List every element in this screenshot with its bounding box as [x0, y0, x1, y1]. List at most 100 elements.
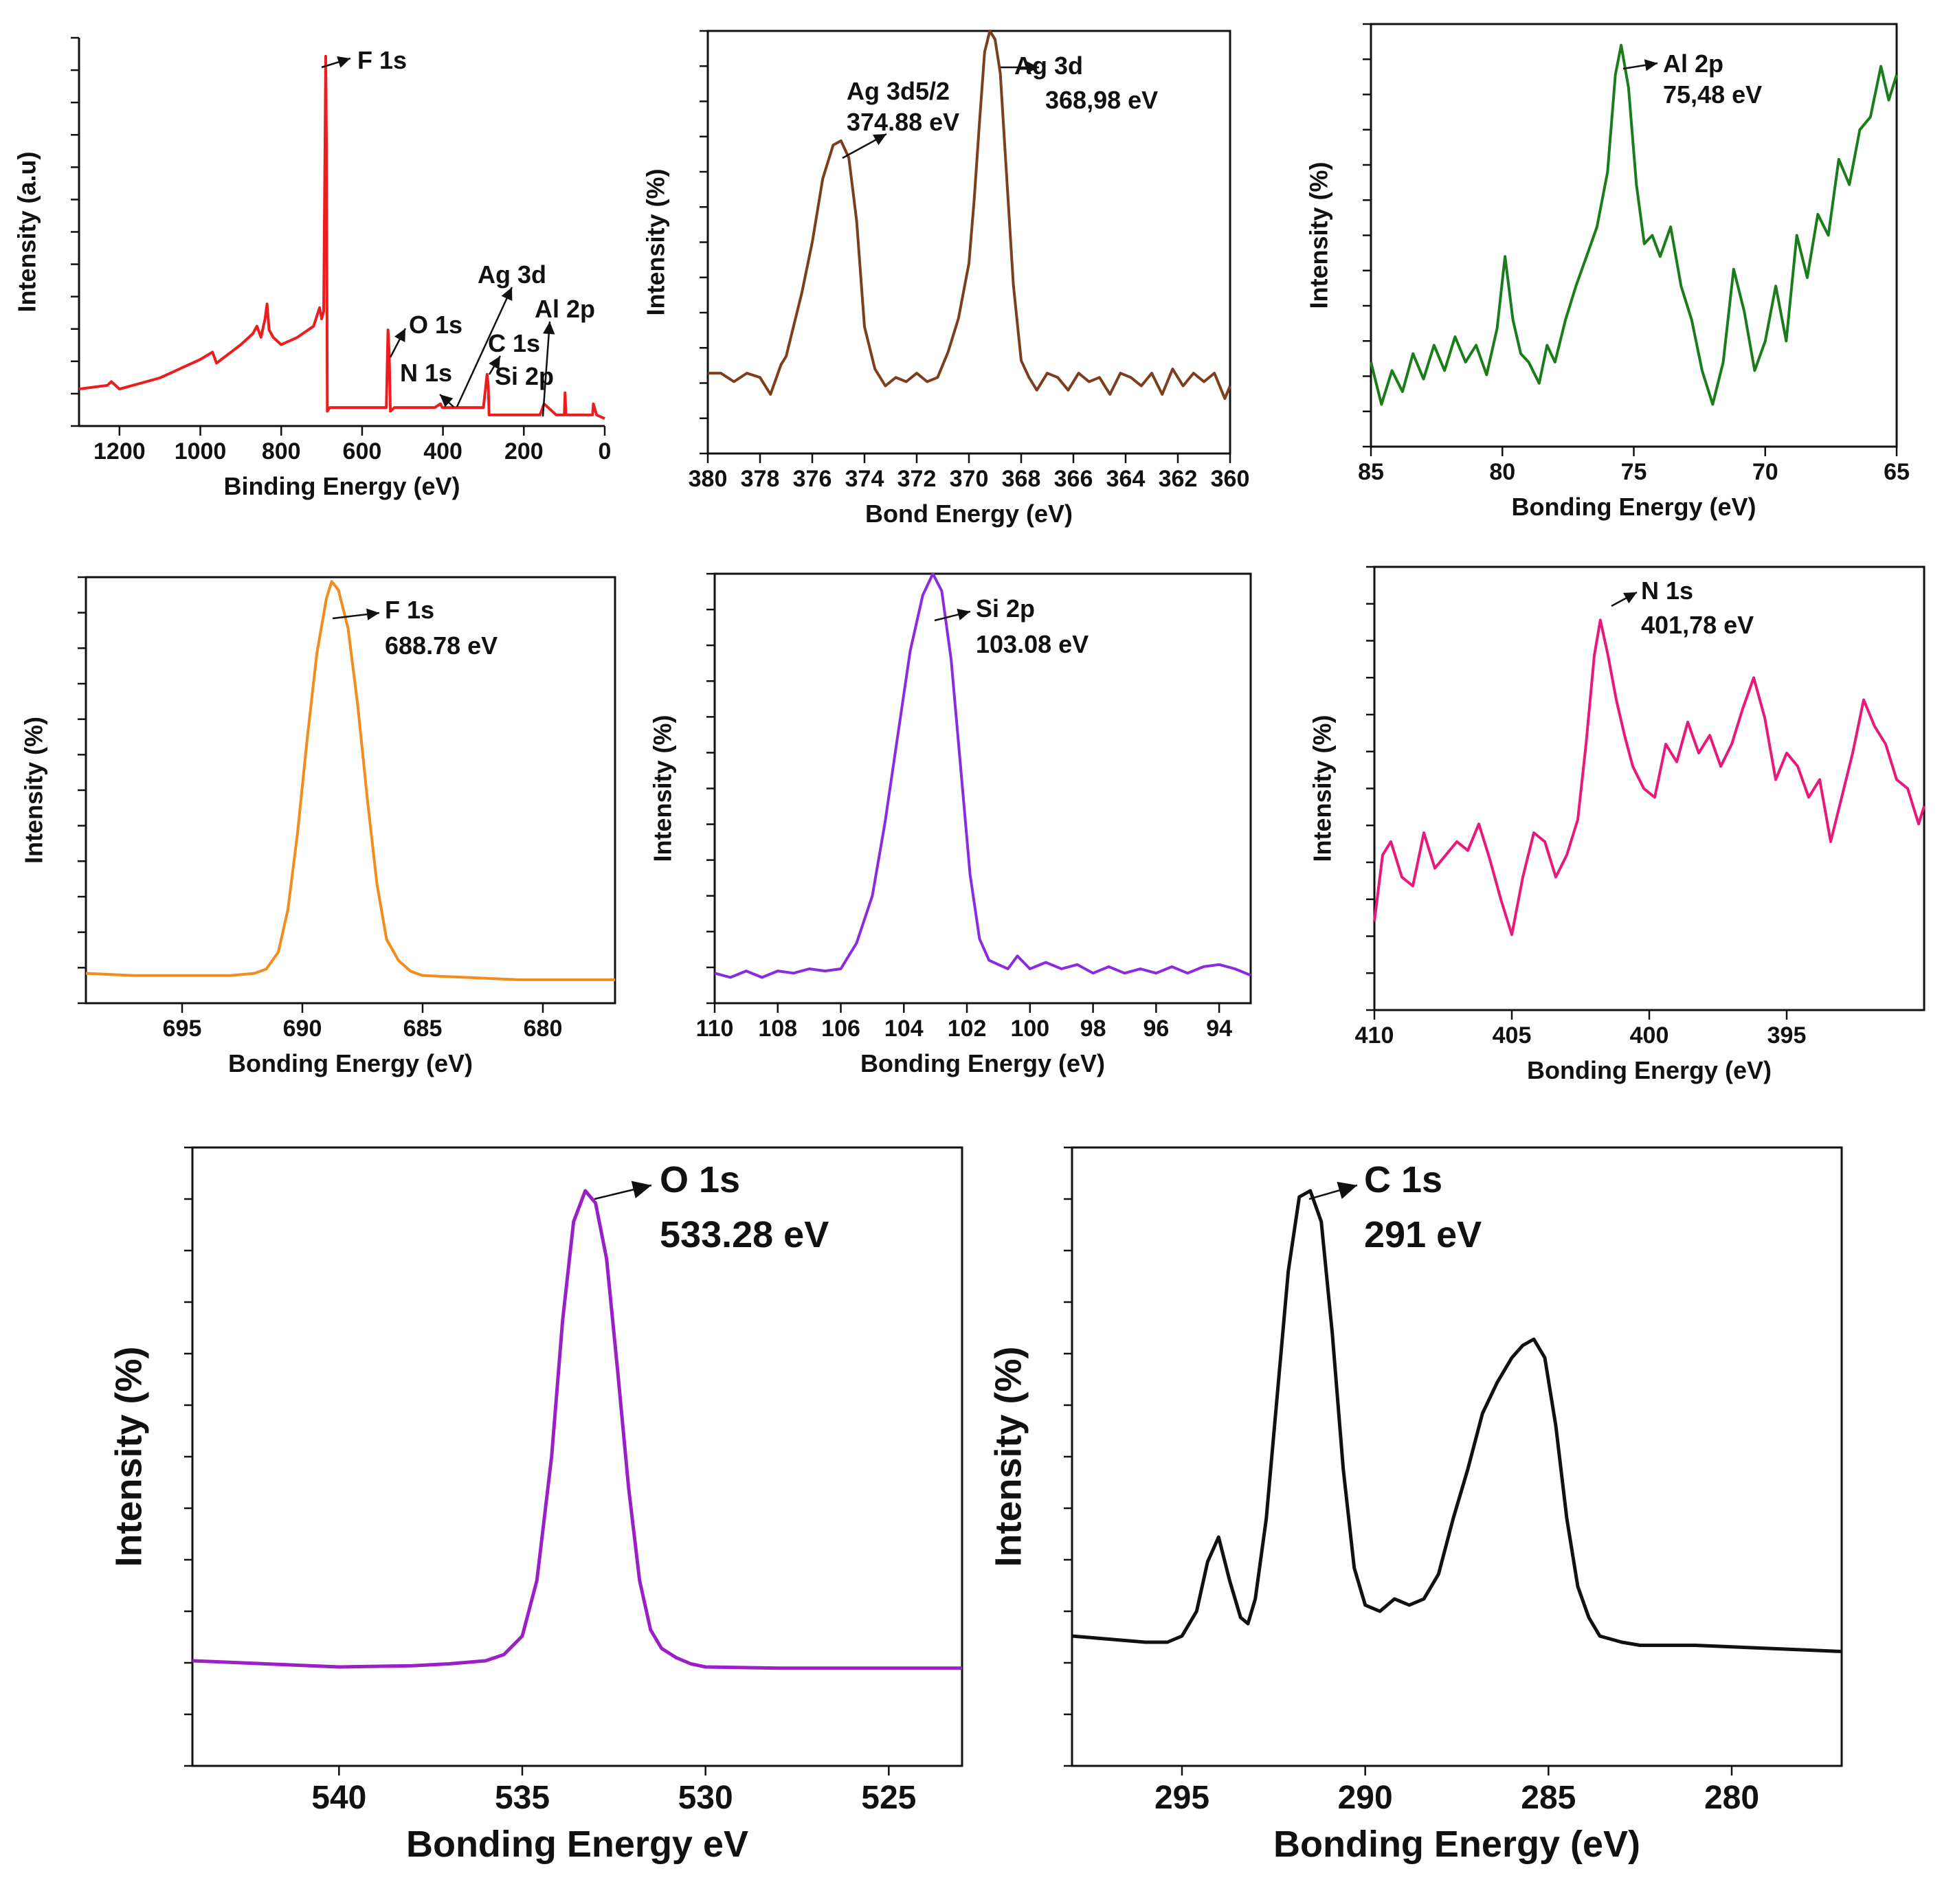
chart-ag3d: 380 378 376 374 372 370 368 366 364 362 360 Bond En… [641, 30, 1250, 528]
x-tick-label: 106 [821, 1016, 860, 1042]
x-tick-label: 800 [262, 438, 301, 464]
x-tick-label: 376 [793, 466, 832, 492]
annotation-arrow [542, 321, 551, 417]
x-tick-label: 100 [1010, 1016, 1049, 1042]
y-axis-label: Intensity (%) [1304, 161, 1332, 309]
peak-value-label: 75,48 eV [1663, 80, 1762, 109]
annotation-arrowhead [1623, 592, 1637, 604]
x-tick-label: 374 [845, 466, 884, 492]
x-tick-label: 685 [403, 1016, 443, 1042]
x-tick-label: 1200 [93, 438, 146, 464]
x-tick-label: 690 [283, 1016, 322, 1042]
x-tick-label: 360 [1211, 466, 1250, 492]
spectrum-series-line [1373, 618, 1926, 937]
x-tick-label: 96 [1143, 1016, 1169, 1042]
peak-label: O 1s [409, 311, 462, 339]
annotation-arrowhead [366, 608, 379, 620]
chart-f1s: 695 690 685 680 Bonding Energy (eV) Intensity… [19, 576, 616, 1077]
x-tick-label: 285 [1521, 1780, 1576, 1816]
chart-o1s: 540 535 530 525 Bonding Energy eV Intensity (… [109, 1146, 963, 1865]
x-tick-label: 102 [948, 1016, 987, 1042]
peak-label: C 1s [488, 329, 540, 357]
x-axis-label: Bonding Energy (eV) [1511, 493, 1756, 521]
x-tick-label: 108 [758, 1016, 797, 1042]
chart-c1s: 295 290 285 280 Bonding Energy (eV) Intensity… [988, 1146, 1843, 1865]
peak-label: C 1s [1364, 1159, 1442, 1200]
x-tick-label: 695 [163, 1016, 202, 1042]
peak-value-label: 291 eV [1364, 1214, 1482, 1255]
annotation-arrowhead [957, 608, 970, 620]
x-tick-label: 85 [1358, 459, 1384, 485]
annotation-arrowhead [631, 1180, 651, 1199]
x-tick-label: 295 [1154, 1780, 1209, 1816]
x-tick-label: 368 [1002, 466, 1041, 492]
spectrum-series-line [1370, 43, 1898, 406]
x-tick-label: 110 [696, 1016, 734, 1042]
peak-value-label: 374.88 eV [847, 108, 959, 136]
x-tick-label: 395 [1767, 1022, 1807, 1049]
chart-si2p: 110 108 106 104 102 100 98 96 94 Bonding Energy (… [648, 572, 1252, 1077]
x-tick-label: 366 [1054, 466, 1093, 492]
y-axis-label: Intensity (%) [988, 1346, 1029, 1567]
x-tick-label: 370 [950, 466, 989, 492]
peak-label: N 1s [1641, 576, 1693, 605]
x-tick-label: 378 [741, 466, 780, 492]
x-tick-label: 410 [1355, 1022, 1394, 1049]
x-tick-label: 200 [504, 438, 544, 464]
peak-value-label: 368,98 eV [1045, 86, 1158, 114]
x-tick-label: 680 [524, 1016, 563, 1042]
x-axis-label: Bond Energy (eV) [865, 500, 1073, 528]
annotation-arrowhead [489, 356, 500, 370]
y-axis-label: Intensity (%) [641, 168, 669, 315]
annotation-arrowhead [1644, 59, 1658, 71]
chart-survey: 1200 1000 800 600 400 200 0 Binding Energy (eV)… [12, 36, 611, 500]
x-axis-label: Bonding Energy (eV) [1527, 1056, 1772, 1084]
x-tick-label: 65 [1884, 459, 1910, 485]
x-tick-label: 290 [1338, 1780, 1393, 1816]
spectrum-series-line [708, 30, 1231, 400]
peak-label: F 1s [385, 596, 434, 624]
peak-value-label: 401,78 eV [1641, 611, 1754, 639]
spectrum-series-line [85, 580, 615, 981]
x-axis-label: Binding Energy (eV) [223, 472, 460, 500]
annotation-arrowhead [337, 56, 350, 68]
x-axis-label: Bonding Energy eV [406, 1824, 748, 1865]
x-tick-label: 98 [1080, 1016, 1106, 1042]
x-axis-label: Bonding Energy (eV) [1273, 1824, 1640, 1865]
peak-value-label: 533.28 eV [660, 1214, 829, 1255]
peak-label: Al 2p [1663, 49, 1723, 78]
y-axis-label: Intensity (%) [1308, 715, 1336, 862]
peak-label: Si 2p [495, 362, 554, 390]
plot-frame [1370, 23, 1898, 448]
x-tick-label: 75 [1621, 459, 1647, 485]
chart-al2p: 85 80 75 70 65 Bonding Energy (eV) Intensity (… [1304, 23, 1910, 521]
annotation-arrowhead [440, 394, 454, 407]
spectrum-series-line [1071, 1189, 1842, 1653]
x-tick-label: 530 [678, 1780, 733, 1816]
annotation-arrowhead [394, 328, 405, 342]
annotation-arrowhead [1337, 1181, 1357, 1199]
y-axis-label: Intensity (%) [19, 717, 47, 864]
peak-label: Ag 3d [478, 260, 546, 289]
x-tick-label: 400 [423, 438, 462, 464]
peak-label: O 1s [660, 1159, 740, 1200]
x-tick-label: 104 [884, 1016, 924, 1042]
peak-label: Ag 3d5/2 [847, 77, 950, 105]
peak-label: F 1s [357, 46, 407, 74]
annotation-arrowhead [543, 322, 555, 335]
x-tick-label: 80 [1489, 459, 1515, 485]
spectrum-series-line [714, 572, 1251, 979]
x-tick-label: 280 [1704, 1780, 1759, 1816]
y-axis-label: Intensity (a.u) [12, 151, 41, 312]
x-tick-label: 364 [1106, 466, 1146, 492]
y-axis-label: Intensity (%) [109, 1346, 150, 1567]
plot-frame [191, 1146, 963, 1767]
peak-label: Si 2p [976, 594, 1035, 623]
x-tick-label: 400 [1630, 1022, 1669, 1049]
peak-label: Al 2p [535, 295, 595, 323]
x-tick-label: 380 [689, 466, 728, 492]
x-tick-label: 362 [1159, 466, 1198, 492]
x-tick-label: 94 [1206, 1016, 1232, 1042]
x-tick-label: 600 [343, 438, 382, 464]
